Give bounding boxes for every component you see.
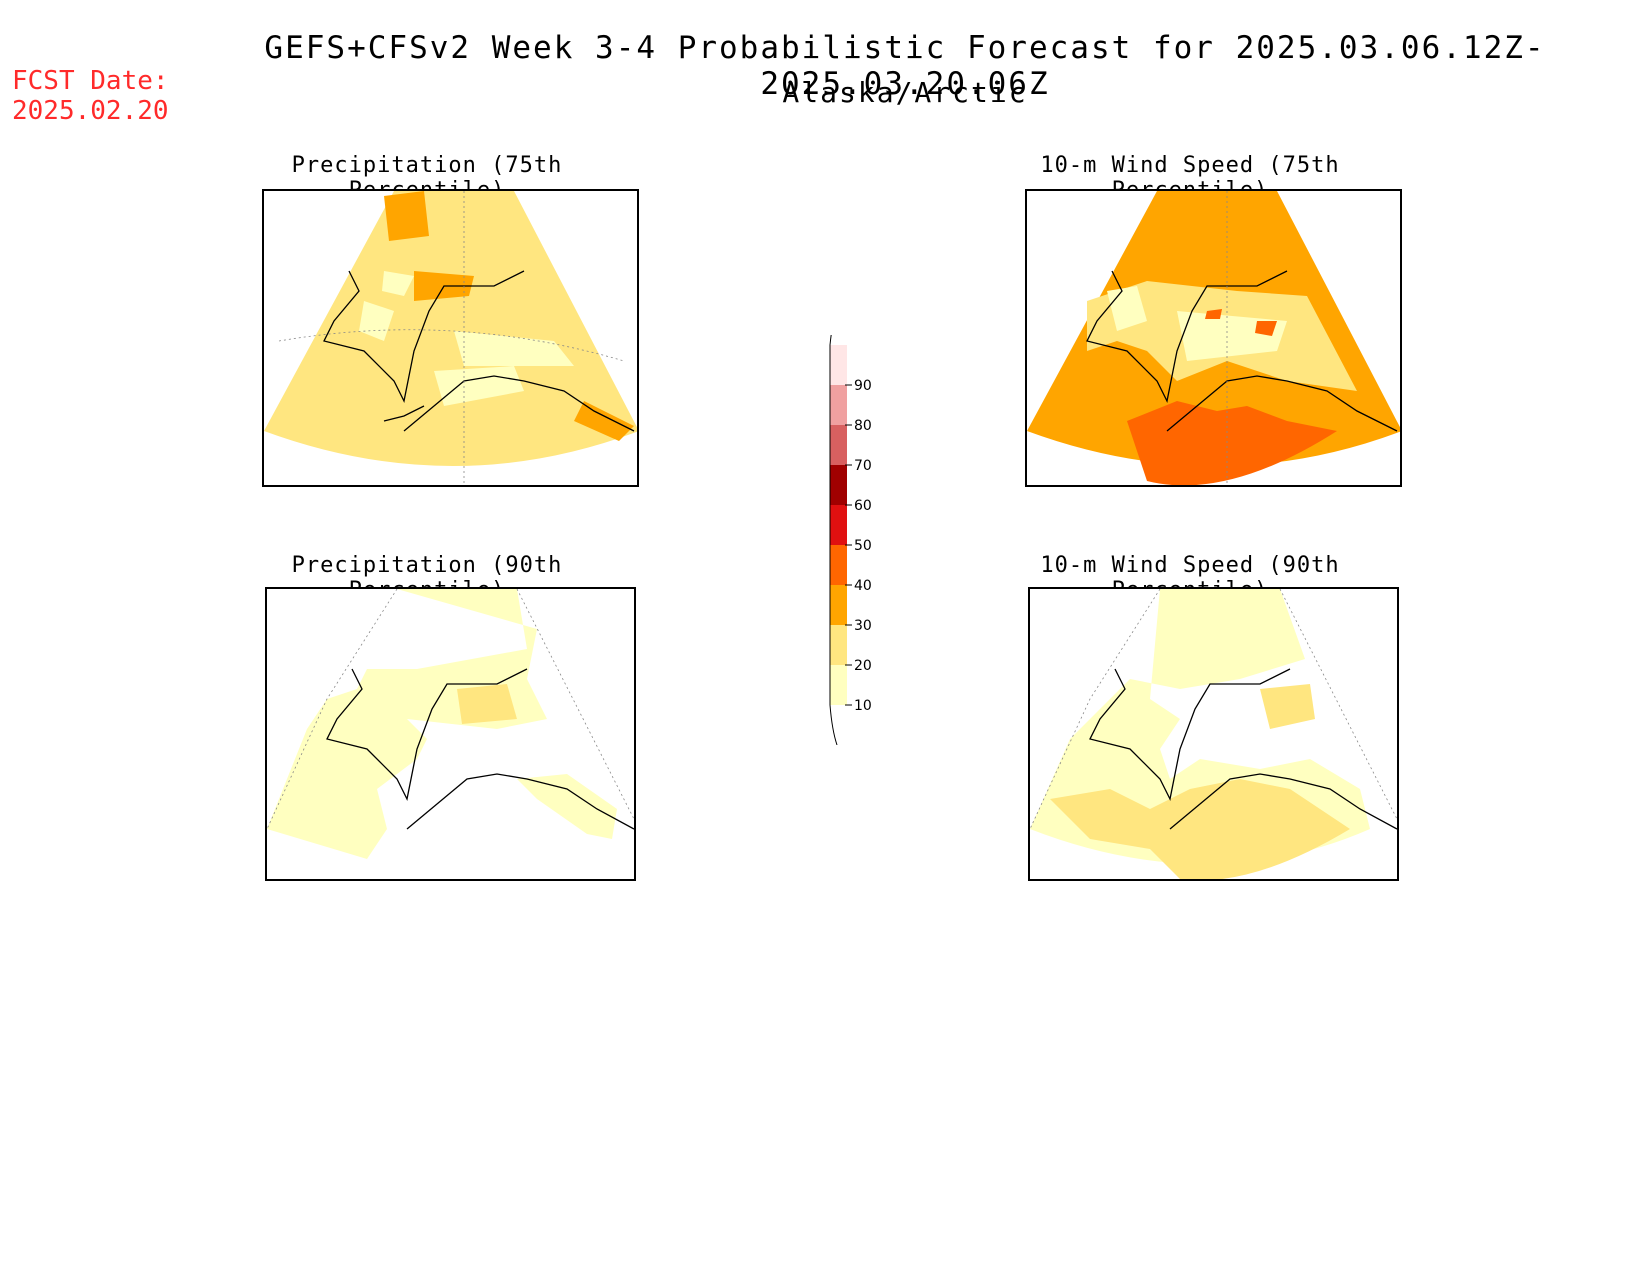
page-title: GEFS+CFSv2 Week 3-4 Probabilistic Foreca… bbox=[264, 30, 1546, 102]
colorbar-label: 80 bbox=[854, 418, 872, 434]
region-subtitle: Alaska/Arctic bbox=[782, 76, 1028, 109]
map-precip-75-plot bbox=[264, 191, 637, 485]
colorbar-tail-bottom bbox=[829, 704, 838, 746]
forecast-date-label: FCST Date: bbox=[12, 66, 169, 96]
map-wind-90 bbox=[1028, 587, 1399, 881]
map-wind-75-plot bbox=[1027, 191, 1400, 485]
colorbar-swatch bbox=[830, 665, 847, 705]
colorbar-swatch bbox=[830, 465, 847, 505]
forecast-date-value: 2025.02.20 bbox=[12, 96, 169, 126]
colorbar-label: 30 bbox=[854, 618, 872, 634]
map-precip-90 bbox=[265, 587, 636, 881]
map-wind-90-plot bbox=[1030, 589, 1397, 879]
colorbar-swatch bbox=[830, 505, 847, 545]
colorbar: 10 20 30 40 50 60 70 80 90 bbox=[820, 309, 880, 746]
colorbar-swatch bbox=[830, 545, 847, 585]
colorbar-label: 20 bbox=[854, 658, 872, 674]
colorbar-tail-top bbox=[829, 309, 837, 346]
map-wind-75 bbox=[1025, 189, 1402, 487]
colorbar-swatch bbox=[830, 625, 847, 665]
forecast-date-block: FCST Date: 2025.02.20 bbox=[12, 66, 169, 126]
colorbar-label: 90 bbox=[854, 378, 872, 394]
colorbar-swatch bbox=[830, 385, 847, 425]
colorbar-label: 70 bbox=[854, 458, 872, 474]
colorbar-swatch bbox=[830, 585, 847, 625]
map-precip-90-plot bbox=[267, 589, 634, 859]
colorbar-plot: 10 20 30 40 50 60 70 80 90 bbox=[829, 309, 872, 746]
colorbar-swatch bbox=[830, 425, 847, 465]
colorbar-label: 60 bbox=[854, 498, 872, 514]
colorbar-swatch bbox=[830, 345, 847, 385]
colorbar-label: 10 bbox=[854, 698, 872, 714]
colorbar-label: 40 bbox=[854, 578, 872, 594]
map-precip-75 bbox=[262, 189, 639, 487]
colorbar-label: 50 bbox=[854, 538, 872, 554]
